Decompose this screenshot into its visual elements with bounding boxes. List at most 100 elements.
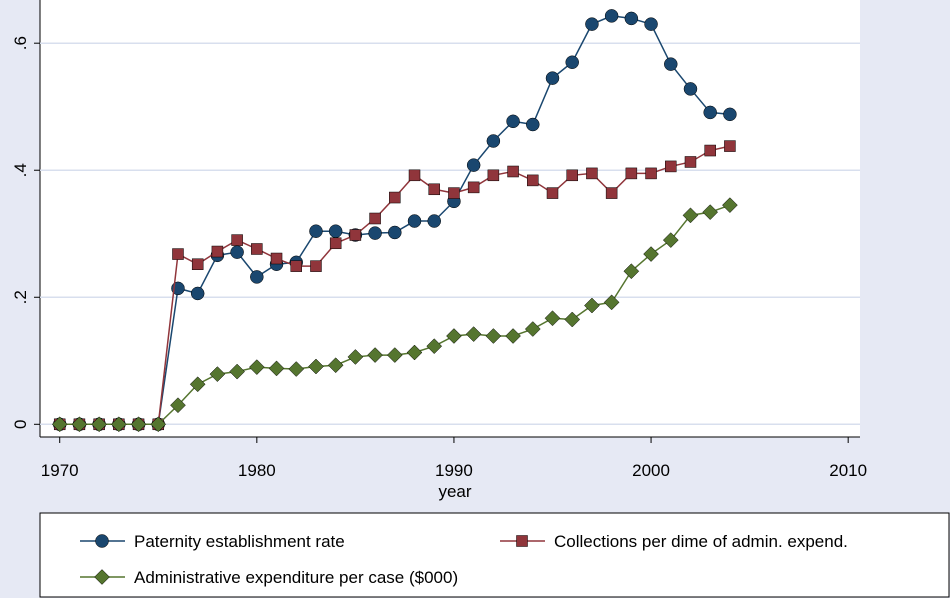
data-point xyxy=(288,361,305,377)
y-tick-label: .2 xyxy=(11,290,30,304)
legend-marker xyxy=(95,534,109,548)
x-tick-label: 2000 xyxy=(632,461,670,480)
x-tick-label: 2010 xyxy=(829,461,867,480)
data-point xyxy=(566,169,578,182)
data-point xyxy=(329,237,342,250)
data-point xyxy=(487,169,500,182)
data-point xyxy=(505,328,521,344)
data-point xyxy=(170,397,186,414)
data-point xyxy=(446,328,462,344)
data-point xyxy=(665,160,677,173)
data-point xyxy=(623,263,640,280)
data-point xyxy=(347,349,364,365)
data-point xyxy=(428,183,440,196)
data-point xyxy=(386,347,403,363)
data-point xyxy=(251,243,263,255)
data-point xyxy=(723,107,737,122)
data-point xyxy=(189,376,206,393)
data-point xyxy=(662,232,679,248)
data-point xyxy=(369,212,381,225)
data-point xyxy=(270,252,283,265)
data-point xyxy=(426,338,443,355)
data-point xyxy=(110,416,127,433)
data-point xyxy=(527,174,539,187)
data-point xyxy=(172,248,184,260)
legend-marker xyxy=(516,535,528,547)
data-point xyxy=(211,245,224,258)
data-point xyxy=(545,71,560,85)
data-point xyxy=(231,234,243,246)
data-point xyxy=(309,224,323,238)
data-point xyxy=(250,270,264,284)
data-point xyxy=(466,158,481,172)
data-point xyxy=(368,226,382,240)
data-point xyxy=(229,363,245,380)
x-tick-label: 1980 xyxy=(238,461,276,480)
data-point xyxy=(248,359,265,375)
data-point xyxy=(427,214,441,228)
data-point xyxy=(586,167,598,180)
data-point xyxy=(603,294,620,311)
data-point xyxy=(388,225,402,240)
data-point xyxy=(643,246,659,262)
data-point xyxy=(506,114,520,129)
data-point xyxy=(565,55,579,69)
data-point xyxy=(465,326,482,342)
data-point xyxy=(150,416,167,433)
data-point xyxy=(448,187,460,199)
data-point xyxy=(310,260,322,272)
data-point xyxy=(544,310,561,327)
data-point xyxy=(408,169,421,182)
data-point xyxy=(683,82,698,96)
data-point xyxy=(51,416,68,433)
x-tick-label: 1990 xyxy=(435,461,473,480)
data-point xyxy=(722,197,738,214)
legend-marker xyxy=(94,569,110,585)
data-point xyxy=(624,11,639,26)
data-point xyxy=(584,297,600,314)
data-point xyxy=(230,245,244,259)
data-point xyxy=(703,105,717,120)
data-point xyxy=(268,360,285,377)
x-axis-label: year xyxy=(438,482,471,501)
data-point xyxy=(682,207,699,224)
y-tick-label: .4 xyxy=(11,163,30,177)
data-point xyxy=(645,167,657,180)
data-point xyxy=(702,204,719,221)
legend xyxy=(39,512,950,598)
data-point xyxy=(349,229,362,241)
data-point xyxy=(191,258,204,270)
data-point xyxy=(485,328,502,344)
data-point xyxy=(564,311,581,328)
legend-label: Collections per dime of admin. expend. xyxy=(554,532,848,551)
data-point xyxy=(290,260,302,272)
data-point xyxy=(190,286,205,301)
data-point xyxy=(604,9,619,23)
y-tick-label: .6 xyxy=(11,36,30,50)
data-point xyxy=(684,156,697,168)
legend-label: Administrative expenditure per case ($00… xyxy=(134,568,458,587)
data-point xyxy=(507,165,519,178)
data-point xyxy=(486,134,501,148)
data-point xyxy=(585,17,599,31)
data-point xyxy=(704,144,716,157)
data-point xyxy=(406,344,423,361)
data-point xyxy=(524,321,541,337)
plot-area xyxy=(40,0,860,437)
data-point xyxy=(130,416,147,433)
data-point xyxy=(605,187,618,199)
legend-label: Paternity establishment rate xyxy=(134,532,345,551)
data-point xyxy=(327,357,344,374)
data-point xyxy=(546,187,559,199)
data-point xyxy=(724,140,736,152)
data-point xyxy=(389,191,401,204)
data-point xyxy=(71,416,88,433)
data-point xyxy=(367,347,383,363)
data-point xyxy=(407,214,422,228)
data-point xyxy=(328,224,343,238)
data-point xyxy=(91,416,107,433)
data-point xyxy=(644,17,658,31)
data-point xyxy=(467,181,480,194)
